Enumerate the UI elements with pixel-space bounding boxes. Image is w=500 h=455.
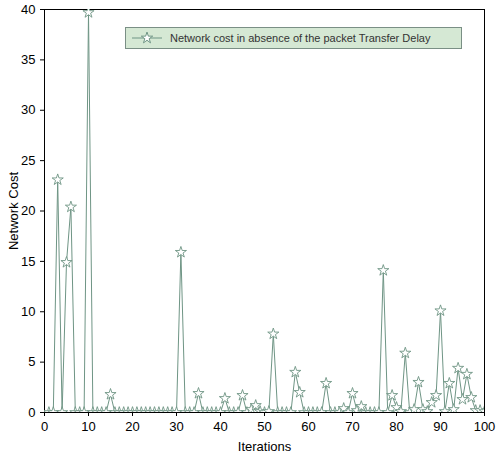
svg-text:0: 0 [28, 405, 35, 420]
svg-text:30: 30 [169, 419, 183, 434]
svg-text:80: 80 [389, 419, 403, 434]
svg-text:10: 10 [81, 419, 95, 434]
svg-text:70: 70 [345, 419, 359, 434]
html-text:Network cost in absence of the: Network cost in absence of the packet Tr… [170, 32, 431, 44]
svg-text:35: 35 [21, 52, 35, 67]
svg-text:0: 0 [41, 419, 48, 434]
svg-text:90: 90 [433, 419, 447, 434]
svg-text:50: 50 [257, 419, 271, 434]
svg-text:20: 20 [21, 203, 35, 218]
svg-text:20: 20 [125, 419, 139, 434]
svg-text:5: 5 [28, 354, 35, 369]
svg-text:40: 40 [21, 2, 35, 17]
svg-text:15: 15 [21, 254, 35, 269]
svg-text:25: 25 [21, 153, 35, 168]
svg-text:30: 30 [21, 102, 35, 117]
svg-text:10: 10 [21, 304, 35, 319]
svg-text:100: 100 [474, 419, 496, 434]
svg-text:Network Cost: Network Cost [6, 172, 21, 250]
svg-text:40: 40 [213, 419, 227, 434]
svg-text:60: 60 [301, 419, 315, 434]
svg-text:Iterations: Iterations [238, 439, 292, 454]
